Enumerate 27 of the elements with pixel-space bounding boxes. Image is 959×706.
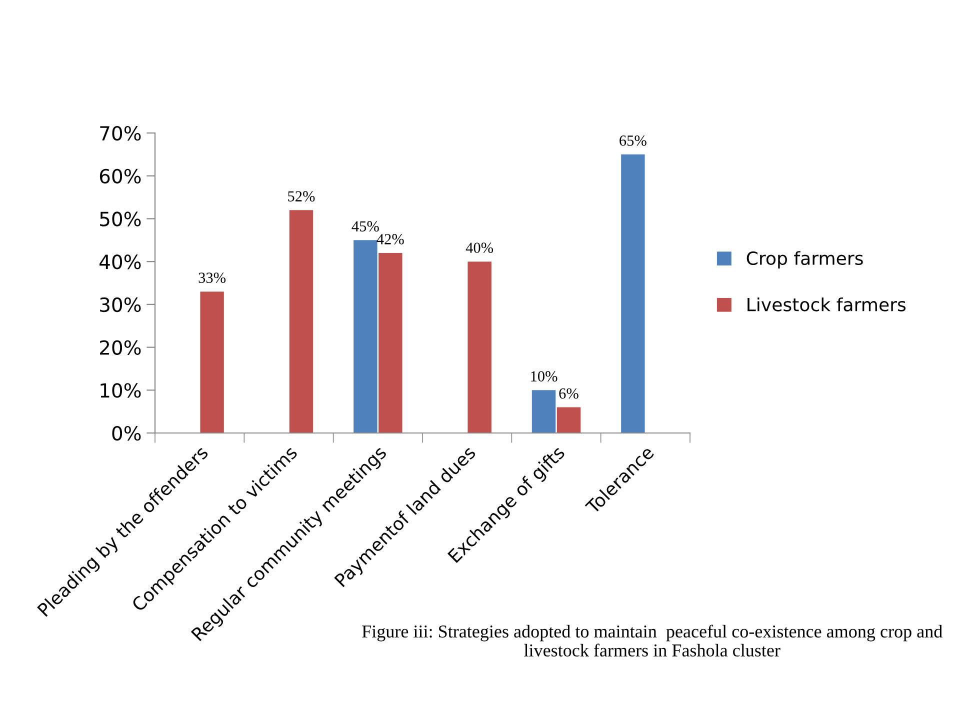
legend-label: Livestock farmers	[748, 297, 906, 312]
bar	[289, 210, 314, 433]
legend-label: Crop farmers	[746, 251, 863, 269]
y-tick-label: 50%	[100, 212, 141, 226]
y-tick-label: 0%	[112, 426, 141, 441]
data-label: 10%	[531, 371, 558, 382]
data-label: 45%	[352, 221, 379, 232]
y-tick-label: 40%	[100, 254, 141, 270]
y-tick-label: 70%	[100, 126, 141, 141]
y-tick-label: 10%	[100, 383, 141, 398]
data-label: 40%	[466, 242, 494, 253]
bar	[556, 407, 581, 433]
data-label: 6%	[559, 388, 578, 399]
data-label: 65%	[620, 135, 646, 146]
data-label: 33%	[198, 272, 226, 283]
bar	[468, 262, 492, 433]
bar	[200, 292, 224, 433]
bar	[354, 240, 378, 433]
bar	[621, 154, 645, 433]
y-tick-label: 60%	[100, 168, 141, 184]
y-tick-label: 20%	[100, 340, 141, 355]
text: Figure iii: Strategies adopted to maintain peaceful co-existence among crop and livestock farmers in Fashola cluster	[362, 624, 942, 657]
bar	[532, 390, 556, 433]
data-label: 42%	[376, 234, 404, 244]
data-label: 52%	[288, 191, 315, 202]
bar	[378, 253, 402, 433]
y-tick-label: 30%	[100, 297, 141, 312]
